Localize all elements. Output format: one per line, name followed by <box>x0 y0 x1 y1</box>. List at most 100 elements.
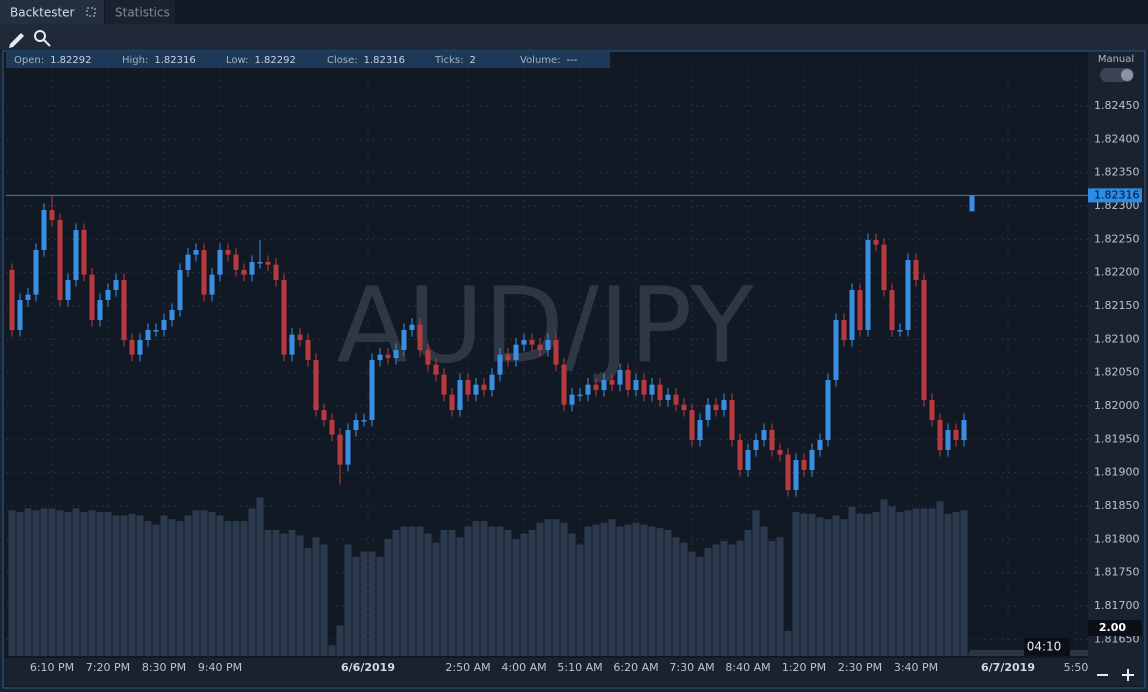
x-tick-label: 6:10 PM <box>30 661 74 674</box>
x-tick-label: 6/7/2019 <box>981 661 1035 674</box>
candle-body <box>777 450 783 455</box>
x-tick-label: 7:30 AM <box>669 661 714 674</box>
candle-body <box>801 460 807 470</box>
info-value: 1.82292 <box>255 55 296 66</box>
y-tick-label: 1.81900 <box>1094 466 1140 479</box>
toolbar <box>0 24 1148 50</box>
volume-bar <box>360 551 368 656</box>
candle-body <box>97 300 103 320</box>
candle-body <box>233 254 239 270</box>
candle-body <box>761 430 767 440</box>
zoom-in-button[interactable] <box>1122 669 1134 681</box>
candle-body <box>225 250 231 255</box>
volume-bar <box>744 530 752 656</box>
zoom-tool-handle <box>43 39 51 47</box>
candle-body <box>361 420 367 422</box>
candle-body <box>337 434 343 465</box>
candle-body <box>321 410 327 420</box>
mode-toggle-knob <box>1121 69 1133 81</box>
maximize-icon[interactable] <box>86 7 96 17</box>
candle-body <box>457 380 463 410</box>
tab-label[interactable]: Statistics <box>115 6 170 20</box>
candle-body <box>297 334 303 340</box>
candle-body <box>209 274 215 295</box>
x-tick-label: 7:20 PM <box>86 661 130 674</box>
candle-body <box>633 380 639 390</box>
candle-body <box>849 290 855 340</box>
plot <box>6 68 1088 656</box>
volume-bar <box>688 551 696 656</box>
volume-bar <box>120 515 128 656</box>
candle-body <box>857 290 863 330</box>
candle-body <box>689 410 695 440</box>
info-value: 1.82316 <box>364 55 405 66</box>
pencil-tool[interactable] <box>9 33 24 48</box>
volume-bar <box>952 512 960 656</box>
y-tick-label: 1.81850 <box>1094 499 1140 512</box>
volume-bar <box>80 512 88 656</box>
price-axis-panel <box>1088 52 1144 658</box>
volume-bar <box>392 530 400 656</box>
info-value: --- <box>567 55 578 66</box>
candle-body <box>25 294 31 300</box>
y-tick-label: 1.81700 <box>1094 599 1140 612</box>
candle-body <box>345 430 351 465</box>
volume-bar <box>200 510 208 656</box>
candle-body <box>617 370 623 385</box>
volume-bar <box>864 513 872 656</box>
tab-label[interactable]: Backtester <box>10 6 75 20</box>
zoom-tool[interactable] <box>34 30 46 42</box>
volume-bar <box>328 645 336 656</box>
volume-bar <box>712 544 720 656</box>
volume-bar <box>760 526 768 656</box>
candle-body <box>969 195 975 212</box>
candle-body <box>409 324 415 330</box>
volume-bar <box>216 515 224 656</box>
volume-bar <box>576 544 584 656</box>
tab[interactable] <box>105 0 175 24</box>
volume-bar <box>112 515 120 656</box>
volume-bar <box>704 548 712 656</box>
volume-bar <box>624 524 632 656</box>
volume-bar <box>816 517 824 656</box>
volume-bar <box>560 522 568 656</box>
volume-bar <box>784 630 792 656</box>
volume-bar <box>320 544 328 656</box>
volume-bar <box>544 519 552 656</box>
x-tick-label: 1:20 PM <box>782 661 826 674</box>
candle-body <box>529 340 535 345</box>
volume-bar <box>512 539 520 656</box>
volume-bar <box>336 625 344 656</box>
volume-bar <box>448 530 456 656</box>
candle-body <box>601 380 607 390</box>
candle-body <box>305 340 311 360</box>
volume-bar <box>896 512 904 656</box>
candle-body <box>481 384 487 390</box>
volume-bar <box>456 537 464 656</box>
candle-body <box>49 210 55 220</box>
volume-bar <box>304 548 312 656</box>
candle-body <box>553 340 559 365</box>
volume-bar <box>64 512 72 656</box>
volume-bar <box>616 526 624 656</box>
candle-body <box>473 384 479 395</box>
candle-body <box>585 384 591 395</box>
volume-bar <box>408 526 416 656</box>
volume-bar <box>696 557 704 656</box>
candle-body <box>937 420 943 450</box>
volume-bar <box>672 537 680 656</box>
candle-body <box>521 340 527 345</box>
volume-bar <box>432 542 440 656</box>
volume-bar <box>768 540 776 656</box>
volume-bar <box>32 510 40 656</box>
candle-body <box>257 262 263 264</box>
x-tick-label: 6/6/2019 <box>341 661 395 674</box>
candle-body <box>217 250 223 275</box>
volume-bar <box>96 512 104 656</box>
candle-body <box>545 340 551 350</box>
candle-body <box>441 374 447 395</box>
y-tick-label: 1.82100 <box>1094 332 1140 345</box>
candle-body <box>625 370 631 390</box>
candle-body <box>513 344 519 360</box>
volume-bar <box>40 508 48 656</box>
